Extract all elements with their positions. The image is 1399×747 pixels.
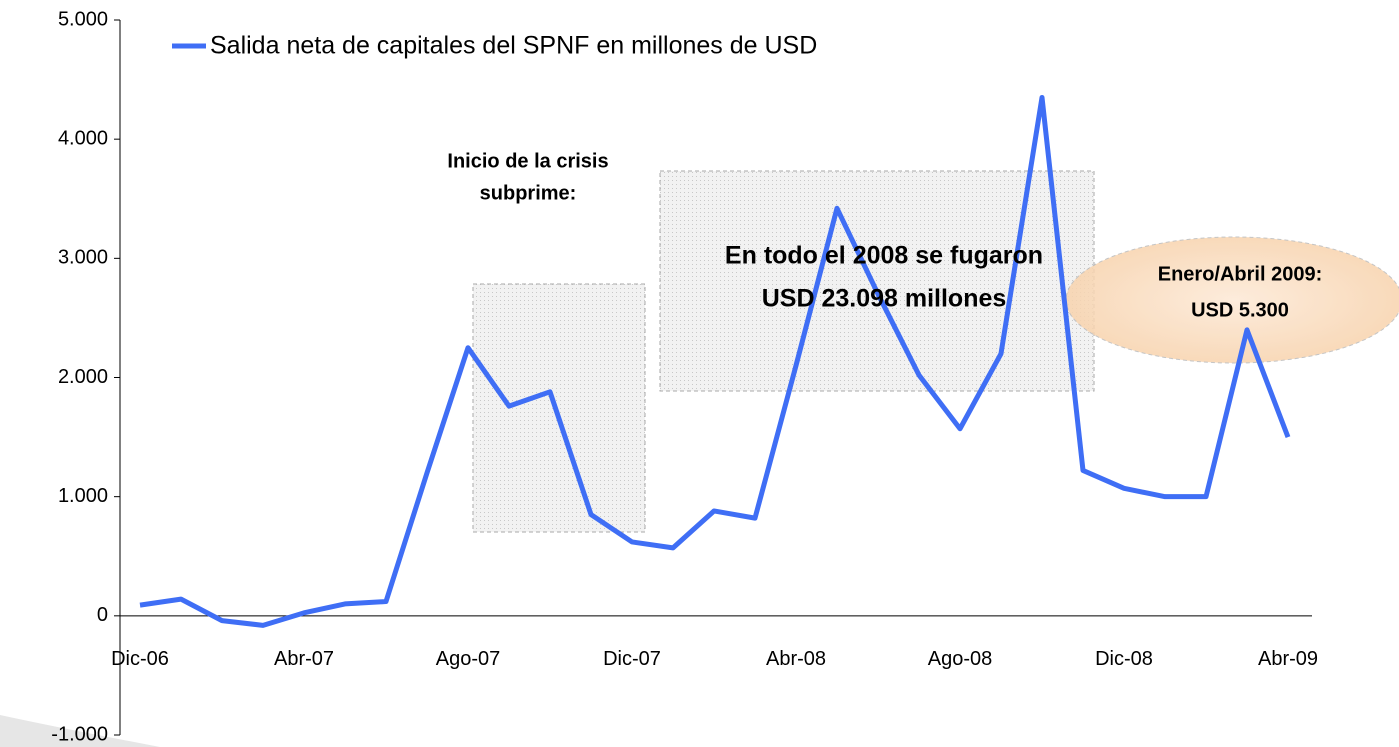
x-tick-label: Dic-07 (603, 648, 661, 670)
annotation: Enero/Abril 2009: (1158, 263, 1323, 285)
x-tick-label: Dic-06 (111, 648, 169, 670)
y-tick-label: 5.000 (58, 8, 108, 30)
legend-label: Salida neta de capitales del SPNF en mil… (210, 32, 817, 60)
y-tick-label: 3.000 (58, 247, 108, 269)
annotation: USD 5.300 (1191, 299, 1289, 321)
shade-box (472, 283, 646, 533)
corner-decoration (0, 715, 160, 747)
annotation: Inicio de la crisis (447, 150, 608, 172)
annotation: En todo el 2008 se fugaron (725, 242, 1043, 270)
annotation: USD 23.098 millones (762, 285, 1007, 313)
series-line (139, 94, 1291, 628)
y-tick-label: 1.000 (58, 485, 108, 507)
y-tick-label: 4.000 (58, 127, 108, 149)
x-tick-label: Ago-07 (436, 648, 501, 670)
shade-box (659, 170, 1095, 392)
y-tick-label: 0 (97, 604, 108, 626)
annotation: subprime: (480, 182, 577, 204)
x-tick-label: Dic-08 (1095, 648, 1153, 670)
x-tick-label: Abr-08 (766, 648, 826, 670)
x-tick-label: Abr-09 (1258, 648, 1318, 670)
y-tick-label: 2.000 (58, 366, 108, 388)
x-tick-label: Ago-08 (928, 648, 993, 670)
y-tick-label: -1.000 (51, 723, 108, 745)
x-tick-label: Abr-07 (274, 648, 334, 670)
